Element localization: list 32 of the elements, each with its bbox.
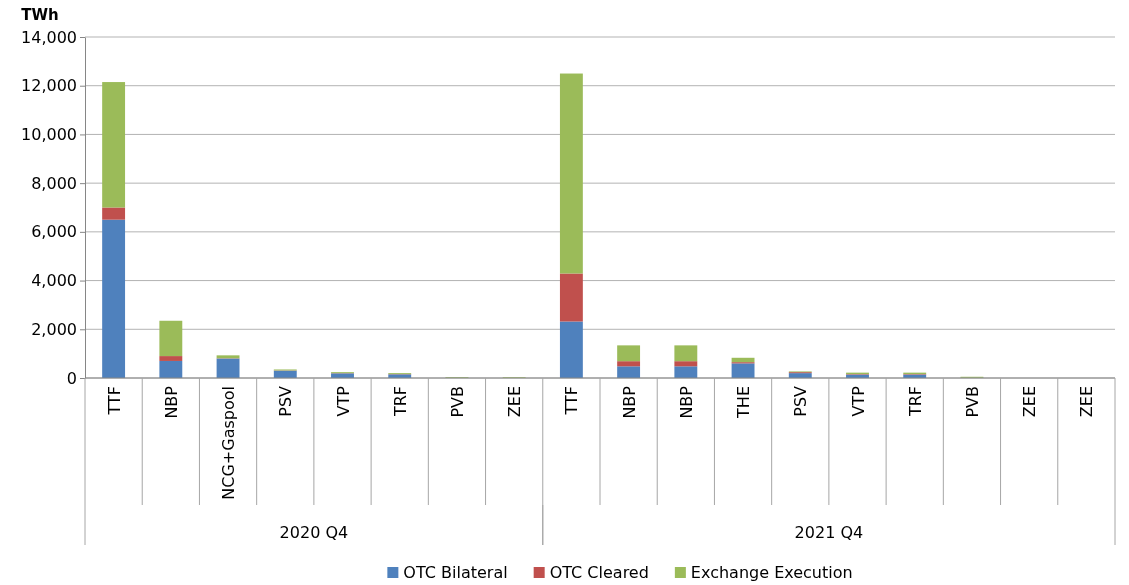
- x-tick-label: NBP: [619, 385, 639, 419]
- x-tick-label: TRF: [905, 386, 925, 418]
- x-tick-label: NBP: [161, 385, 181, 419]
- y-tick-label: 10,000: [21, 125, 77, 145]
- x-tick-label: TTF: [104, 386, 124, 416]
- x-tick-label: TTF: [562, 386, 582, 416]
- y-tick-label: 12,000: [21, 76, 77, 96]
- x-tick-label: NBP: [676, 385, 696, 419]
- y-tick-label: 8,000: [31, 173, 77, 193]
- x-tick-label: TRF: [390, 386, 410, 418]
- x-tick-label: ZEE: [1077, 386, 1097, 418]
- x-tick-label: NCG+Gaspool: [219, 386, 239, 500]
- x-tick-label: PVB: [447, 386, 467, 418]
- x-tick-label: ZEE: [505, 386, 525, 418]
- y-tick-label: 4,000: [31, 271, 77, 291]
- x-tick-label: PSV: [791, 385, 811, 417]
- text: 2021 Q4: [794, 523, 864, 542]
- x-tick-label: PVB: [962, 386, 982, 418]
- y-axis-title: TWh: [21, 6, 59, 24]
- legend-label: Exchange Execution: [690, 563, 853, 582]
- x-tick-label: PSV: [276, 385, 296, 417]
- y-tick-label: 2,000: [31, 319, 77, 339]
- x-tick-label: VTP: [848, 385, 868, 417]
- y-tick-label: 6,000: [31, 222, 77, 242]
- y-tick-label: 0: [66, 368, 77, 388]
- x-tick-label: THE: [734, 386, 754, 419]
- legend-label: OTC Cleared: [549, 563, 649, 582]
- text: 2020 Q4: [279, 523, 349, 542]
- y-tick-label: 14,000: [21, 27, 77, 47]
- x-tick-label: VTP: [333, 385, 353, 417]
- x-tick-label: ZEE: [1020, 386, 1040, 418]
- legend-label: OTC Bilateral: [403, 563, 508, 582]
